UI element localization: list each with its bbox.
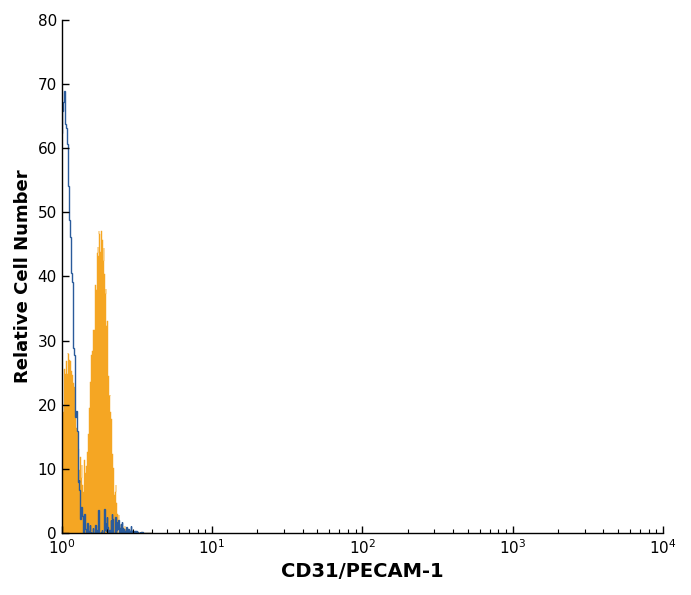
- X-axis label: CD31/PECAM-1: CD31/PECAM-1: [281, 562, 444, 581]
- Y-axis label: Relative Cell Number: Relative Cell Number: [14, 170, 32, 383]
